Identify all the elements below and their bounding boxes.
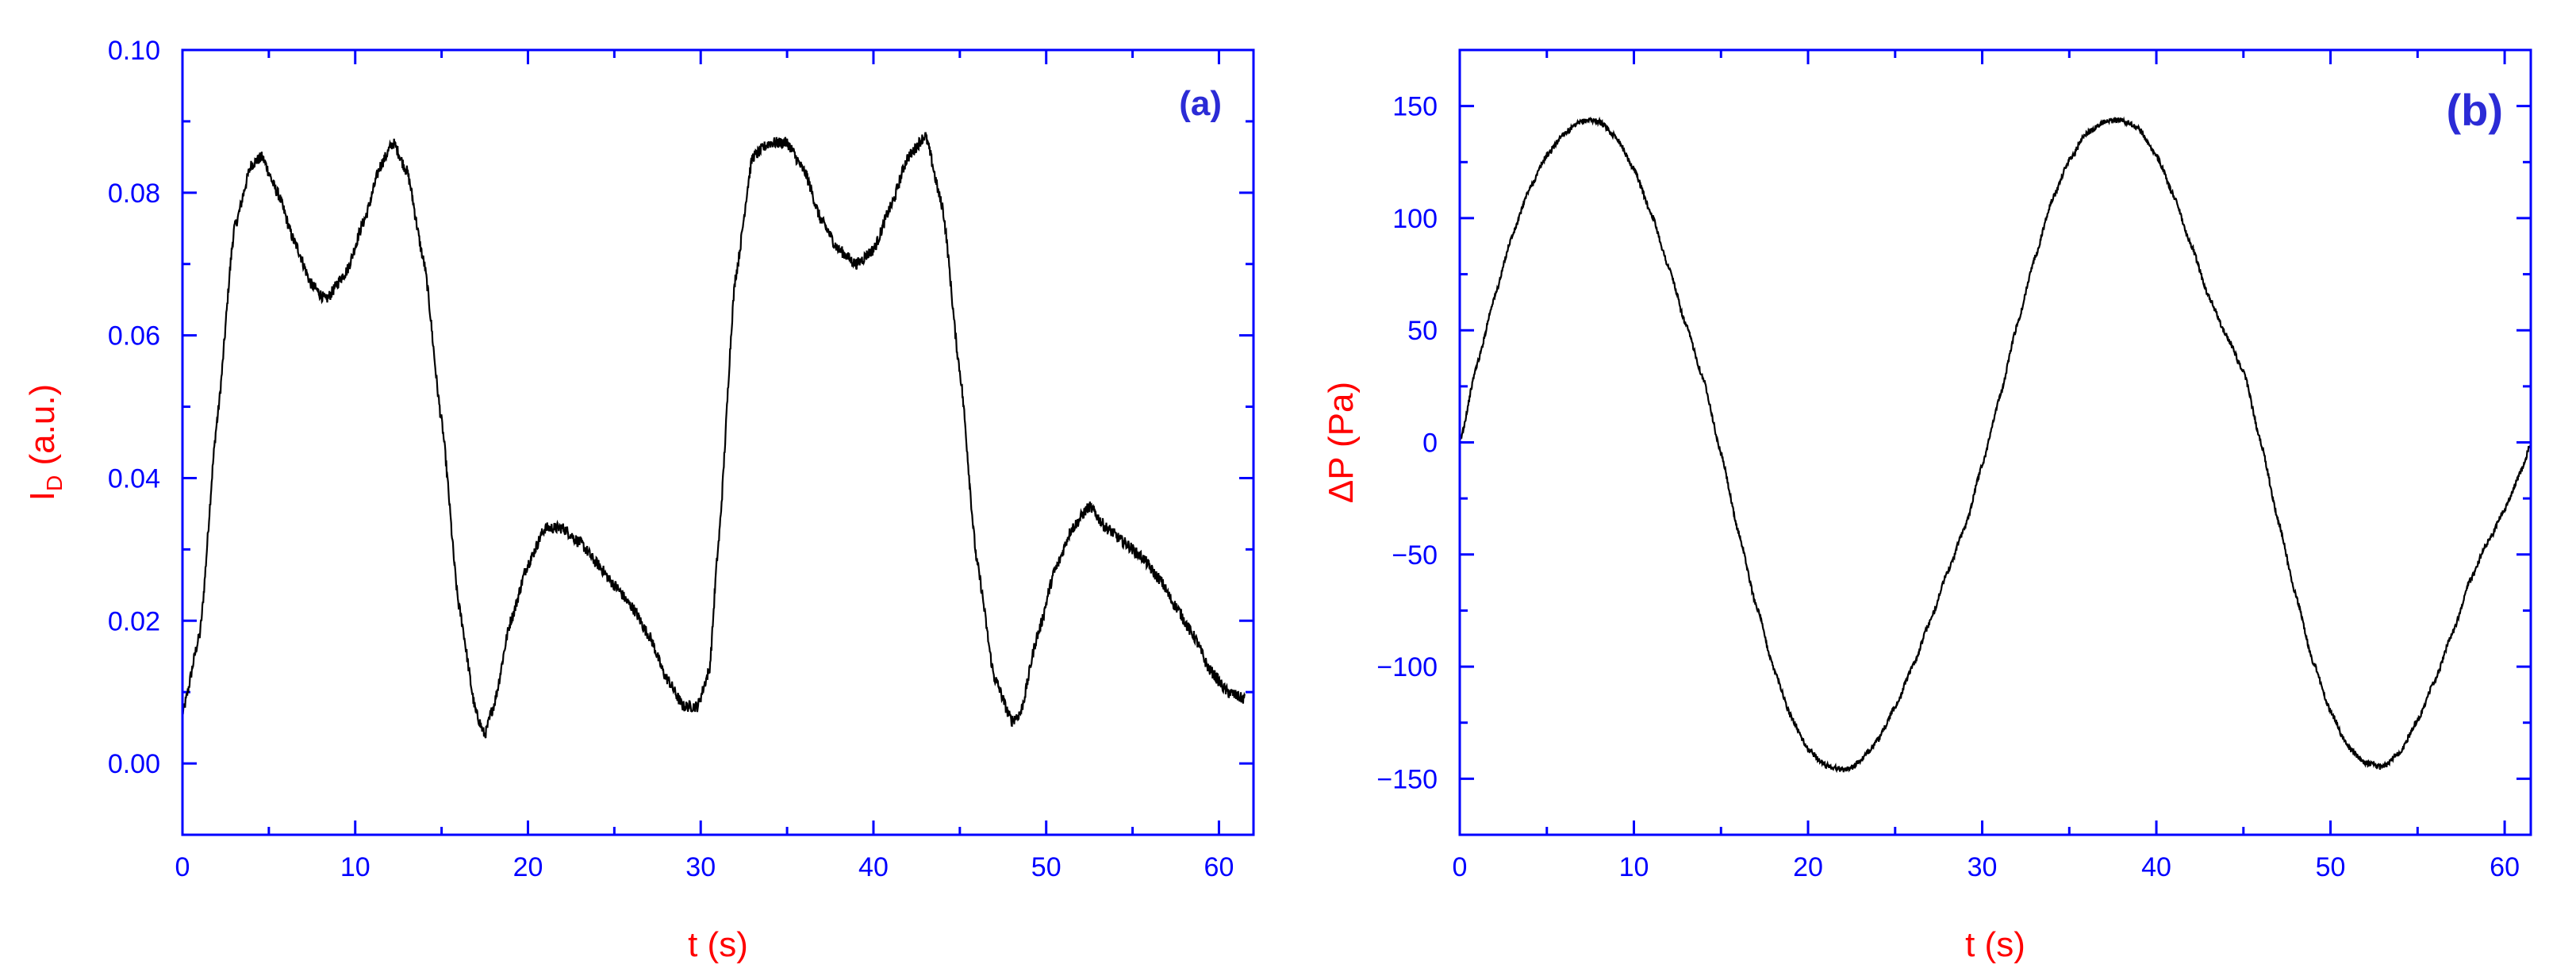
panel-b-series-line bbox=[1459, 116, 2532, 774]
x-tick-label: 60 bbox=[1204, 852, 1234, 882]
panel-b-tick-labels: 0 10 20 30 40 50 60 −150 −100 −50 0 50 100 150 bbox=[1376, 92, 2520, 882]
y-tick-label: 0.04 bbox=[108, 463, 160, 494]
panel-a-chart: 0 10 20 30 40 50 60 0.00 0.02 0.04 0.06 0.08 0.10 (a… bbox=[23, 36, 1255, 964]
x-tick-label: 0 bbox=[1453, 852, 1468, 882]
panel-a-tick-labels: 0 10 20 30 40 50 60 0.00 0.02 0.04 0.06 0.08 0.10 bbox=[108, 36, 1234, 882]
panel-a-plot-frame bbox=[181, 48, 1255, 836]
x-tick-label: 50 bbox=[2316, 852, 2346, 882]
y-tick-label: 0.10 bbox=[108, 36, 160, 66]
y-tick-label: 0.00 bbox=[108, 749, 160, 779]
x-tick-label: 20 bbox=[1793, 852, 1823, 882]
x-tick-label: 10 bbox=[1619, 852, 1649, 882]
y-tick-label: 0.08 bbox=[108, 179, 160, 209]
x-tick-label: 20 bbox=[513, 852, 543, 882]
panel-b-chart: 0 10 20 30 40 50 60 −150 −100 −50 0 50 100 150 (b) t … bbox=[1322, 48, 2532, 964]
x-tick-label: 60 bbox=[2490, 852, 2520, 882]
panel-a-y-axis-title-subscript: D bbox=[42, 475, 67, 491]
y-tick-label: 0.02 bbox=[108, 606, 160, 636]
panel-a-y-axis-title-unit: (a.u.) bbox=[23, 384, 62, 475]
panel-b-plot-frame bbox=[1458, 48, 2532, 836]
panel-b-x-axis-title: t (s) bbox=[1965, 925, 2025, 964]
y-tick-label: 50 bbox=[1407, 316, 1438, 346]
y-tick-label: −50 bbox=[1392, 540, 1438, 571]
panel-a-y-axis-title-main: I bbox=[23, 491, 62, 501]
panel-b-y-axis-title: ΔP (Pa) bbox=[1322, 382, 1361, 503]
x-tick-label: 0 bbox=[175, 852, 190, 882]
y-tick-label: 0.06 bbox=[108, 321, 160, 352]
x-tick-label: 40 bbox=[2141, 852, 2171, 882]
x-tick-label: 40 bbox=[858, 852, 889, 882]
panel-b-ticks bbox=[1458, 48, 2531, 836]
x-tick-label: 10 bbox=[340, 852, 370, 882]
panel-a-y-axis-title: ID (a.u.) bbox=[23, 384, 67, 501]
y-tick-label: −100 bbox=[1376, 652, 1438, 682]
panel-a-ticks bbox=[181, 48, 1253, 836]
y-tick-label: 100 bbox=[1392, 204, 1438, 234]
x-tick-label: 30 bbox=[1968, 852, 1998, 882]
panel-a-label: (a) bbox=[1179, 84, 1222, 123]
panel-a-x-axis-title: t (s) bbox=[688, 925, 748, 964]
panel-a-series-line bbox=[181, 132, 1246, 739]
y-tick-label: −150 bbox=[1376, 764, 1438, 794]
y-tick-label: 150 bbox=[1392, 92, 1438, 122]
panel-b-label: (b) bbox=[2446, 85, 2503, 135]
y-tick-label: 0 bbox=[1422, 429, 1438, 459]
x-tick-label: 50 bbox=[1031, 852, 1061, 882]
x-tick-label: 30 bbox=[685, 852, 716, 882]
